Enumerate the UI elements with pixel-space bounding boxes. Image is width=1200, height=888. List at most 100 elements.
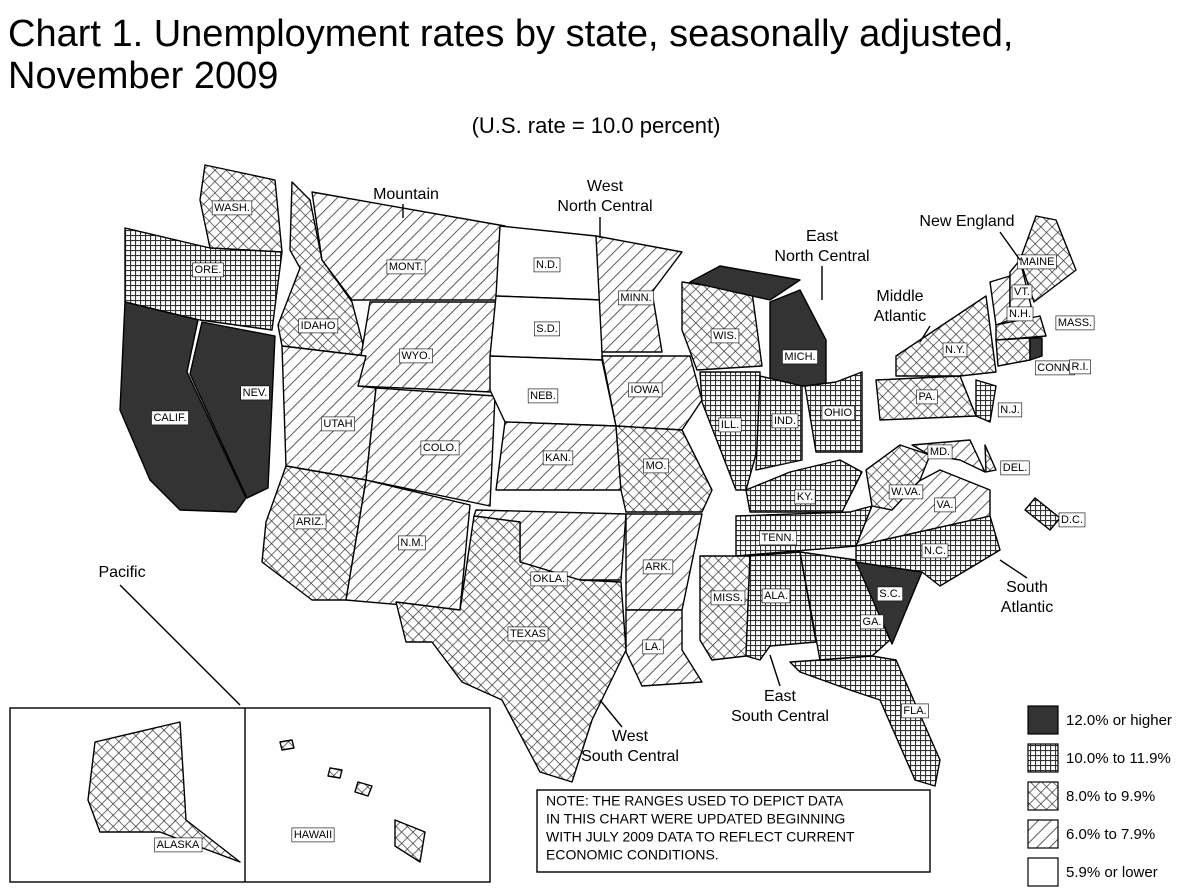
inset-frame [9,707,491,883]
state-label: S.C. [879,588,900,600]
state-label-bg [211,200,253,216]
state-shape [355,301,497,393]
state-label: N.C. [924,545,946,557]
state-label-bg [398,535,426,551]
state-shape [119,301,247,513]
state-label: D.C. [1061,514,1083,526]
state-label-bg [151,410,189,426]
state-shape [855,469,991,547]
legend-swatch [1027,743,1059,773]
state-label: MO. [646,460,667,472]
state-label-bg [876,586,904,602]
state-shape [395,515,627,783]
state-label: W.VA. [891,486,921,498]
state-label-bg [771,413,799,429]
region-label: North Central [557,198,652,215]
legend-swatch [1027,857,1059,887]
state-label: COLO. [423,442,457,454]
state-label: ARIZ. [296,516,324,528]
state-label-bg [420,440,460,456]
state-label-bg [399,348,433,364]
state-shape [769,289,827,387]
state-label-bg [240,385,270,401]
region-label: Pacific [98,564,145,581]
state-label: DEL. [1003,462,1027,474]
state-label-bg [642,559,674,575]
state-label: MONT. [389,261,423,273]
state-label: GA. [863,616,882,628]
state-shape [865,444,931,511]
state-label-bg [642,639,664,655]
region-label: South [1006,579,1048,596]
state-label: TEXAS [510,628,546,640]
state-label: VT. [1014,286,1030,298]
note-line: WITH JULY 2009 DATA TO REFLECT CURRENT [546,829,855,845]
state-label-bg [1011,284,1033,300]
state-label: N.J. [1000,404,1020,416]
state-label: N.Y. [945,344,965,356]
legend-swatch [1027,705,1059,735]
state-label: IOWA [631,384,661,396]
state-label-bg [1069,359,1091,375]
state-label: N.M. [400,537,423,549]
state-label-bg [794,489,816,505]
state-label: MICH. [784,351,815,363]
state-label-bg [1055,315,1095,331]
state-label-bg [527,388,559,404]
state-shape [975,379,997,423]
state-label: ALASKA [157,839,200,851]
leader-lines [119,204,1028,728]
state-label: R.I. [1071,361,1088,373]
state-label: CONN. [1037,362,1072,374]
state-shape [745,459,863,513]
state-label-bg [1000,460,1030,476]
state-label-bg [530,571,568,587]
legend-label: 5.9% or lower [1066,864,1158,881]
state-label: FLA. [903,705,926,717]
state-label-bg [901,703,929,719]
state-label-bg [291,827,335,843]
state-label-bg [921,543,949,559]
state-label-bg [1006,306,1034,322]
state-label-bg [821,405,855,421]
state-label: IND. [774,415,796,427]
state-label-bg [293,514,327,530]
state-label: ARK. [645,561,671,573]
state-label: N.H. [1009,308,1031,320]
state-label-bg [934,497,956,513]
state-shape [327,767,343,779]
state-label: ALA. [764,590,788,602]
state-label-bg [386,259,426,275]
state-shape [189,321,276,499]
state-label: ILL. [721,419,739,431]
labels: WASH. ORE. CALIF. NEV. IDAHO MONT. WYO. UTAH COL… [98,178,1095,853]
region-label: East [806,228,839,245]
state-shape [311,191,506,301]
state-shape [1029,337,1043,361]
state-shape [689,265,801,301]
state-shape [699,555,751,661]
state-label-bg [888,484,924,500]
state-label-bg [761,588,791,604]
state-label-bg [710,590,746,606]
state-label: OHIO [824,407,853,419]
state-label-bg [916,389,938,405]
region-label: North Central [774,248,869,265]
state-label: OKLA. [533,573,565,585]
state-shape [1024,497,1061,531]
region-label: New England [919,213,1014,230]
state-shape [279,739,295,751]
state-label: HAWAII [294,829,332,841]
state-label: MAINE [1020,256,1055,268]
state-label-bg [782,349,818,365]
legend-label: 12.0% or higher [1066,712,1172,729]
state-shape [895,295,997,377]
state-shape [281,345,377,481]
state-label: NEV. [243,387,268,399]
state-label: CALIF. [153,412,186,424]
state-label: IDAHO [301,320,336,332]
region-label: West [587,178,624,195]
state-label: WYO. [401,350,430,362]
note-line: ECONOMIC CONDITIONS. [546,847,719,863]
